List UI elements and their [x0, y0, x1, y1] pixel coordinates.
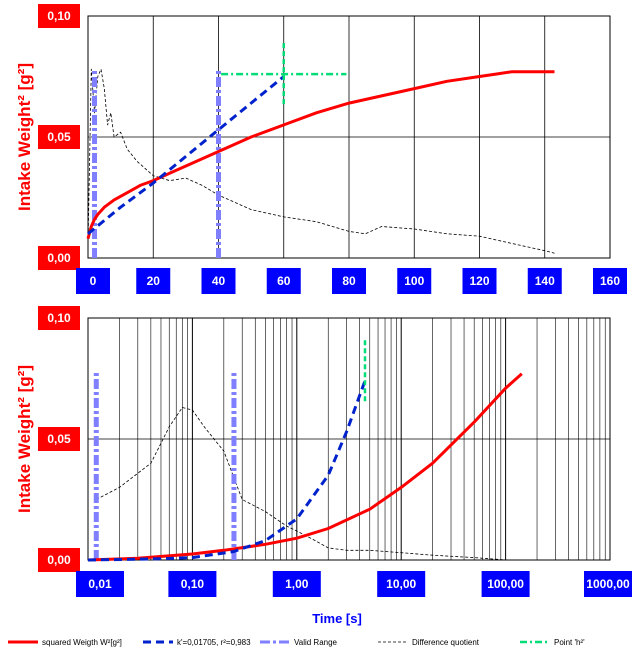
- y-tick-box: [38, 4, 80, 28]
- bottom-series: [87, 340, 523, 562]
- legend-label-valid: Valid Range: [294, 638, 338, 647]
- x-tick-label: 100: [404, 274, 424, 288]
- bottom-chart-panel: 0,00 0,05 0,10 0,01 0,10 1,00 10,00 100,00 1000…: [15, 306, 632, 626]
- x-tick-label: 120: [469, 274, 489, 288]
- x-tick-box: [584, 571, 632, 597]
- bottom-x-ticks: 0,01 0,10 1,00 10,00 100,00 1000,00: [76, 571, 632, 597]
- bottom-y-axis-label: Intake Weight² [g²]: [15, 365, 34, 513]
- legend-label-squared: squared Weigth W²[g²]: [42, 638, 122, 647]
- diff-series-line: [87, 68, 555, 254]
- x-tick-label: 60: [277, 274, 291, 288]
- y-tick-box: [38, 427, 80, 451]
- top-y-axis-label: Intake Weight² [g²]: [15, 63, 34, 211]
- squared-series-line: [86, 70, 555, 239]
- x-tick-label: 1,00: [285, 577, 309, 591]
- x-tick-box: [481, 571, 530, 597]
- x-tick-box: [272, 571, 321, 597]
- diff-series-line: [96, 407, 506, 561]
- squared-series-line: [87, 372, 523, 562]
- x-tick-box: [201, 268, 236, 294]
- y-tick-box: [38, 246, 80, 270]
- legend-label-fit: k'=0,01705, r²=0,983: [177, 638, 251, 647]
- x-tick-box: [462, 268, 497, 294]
- y-tick-box: [38, 548, 80, 572]
- bottom-y-ticks: 0,00 0,05 0,10: [38, 306, 80, 572]
- y-tick-label: 0,10: [47, 9, 71, 23]
- x-tick-label: 40: [212, 274, 226, 288]
- x-tick-label: 140: [535, 274, 555, 288]
- bottom-x-axis-title: Time [s]: [312, 611, 362, 626]
- x-tick-label: 0,01: [88, 577, 112, 591]
- y-tick-label: 0,00: [47, 251, 71, 265]
- x-tick-label: 1000,00: [586, 577, 630, 591]
- x-tick-label: 0: [90, 274, 97, 288]
- x-tick-label: 160: [600, 274, 620, 288]
- x-tick-label: 20: [147, 274, 161, 288]
- top-chart-panel: 0,00 0,05 0,10 0 20 40 60 80 100 120 140 160 Intak…: [15, 4, 627, 294]
- x-tick-label: 0,10: [181, 577, 205, 591]
- x-tick-box: [76, 571, 124, 597]
- x-tick-box: [168, 571, 217, 597]
- y-tick-label: 0,00: [47, 553, 71, 567]
- top-grid: [87, 15, 611, 259]
- legend: squared Weigth W²[g²] k'=0,01705, r²=0,98…: [8, 638, 585, 647]
- y-tick-label: 0,05: [47, 130, 71, 144]
- legend-label-point: Point 'h²': [554, 638, 585, 647]
- x-tick-box: [527, 268, 562, 294]
- legend-label-diff: Difference quotient: [412, 638, 480, 647]
- x-tick-box: [76, 268, 110, 294]
- y-tick-label: 0,10: [47, 311, 71, 325]
- fit-series-line: [87, 380, 367, 562]
- y-tick-label: 0,05: [47, 432, 71, 446]
- x-tick-label: 100,00: [487, 577, 524, 591]
- top-series: [86, 43, 555, 258]
- top-y-ticks: 0,00 0,05 0,10: [38, 4, 80, 270]
- x-tick-label: 10,00: [386, 577, 416, 591]
- y-tick-box: [38, 125, 80, 149]
- x-tick-label: 80: [342, 274, 356, 288]
- fit-series-line: [87, 75, 285, 235]
- x-tick-box: [397, 268, 432, 294]
- y-tick-box: [38, 306, 80, 330]
- x-tick-box: [377, 571, 426, 597]
- x-tick-box: [593, 268, 627, 294]
- top-x-ticks: 0 20 40 60 80 100 120 140 160: [76, 268, 627, 294]
- x-tick-box: [332, 268, 366, 294]
- x-tick-box: [136, 268, 171, 294]
- x-tick-box: [266, 268, 301, 294]
- bottom-grid: [87, 317, 610, 561]
